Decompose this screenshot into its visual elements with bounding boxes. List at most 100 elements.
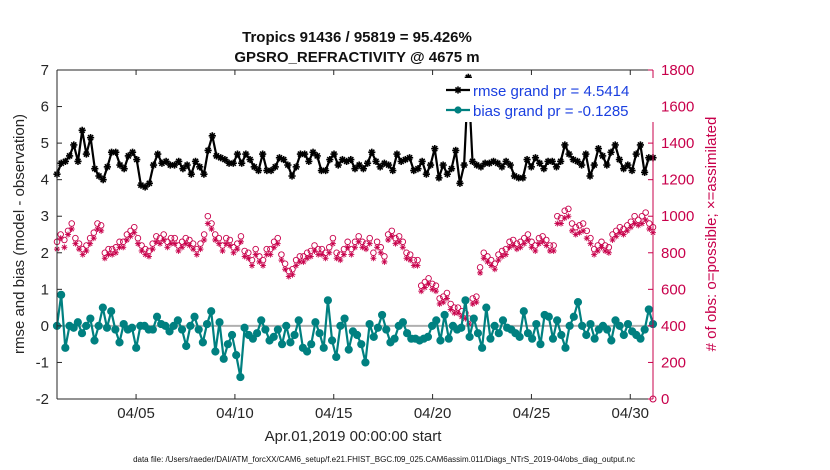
bias-point xyxy=(115,338,124,347)
obs-assimilated-point xyxy=(646,226,653,233)
obs-assimilated-point xyxy=(377,249,384,256)
obs-assimilated-point xyxy=(407,257,414,264)
bias-point xyxy=(465,332,474,341)
obs-assimilated-point xyxy=(267,251,274,258)
rmse-point xyxy=(582,150,590,158)
bias-point xyxy=(57,290,66,299)
obs-assimilated-point xyxy=(348,251,355,258)
bias-point xyxy=(557,330,566,340)
bias-point xyxy=(98,303,107,312)
obs-possible-point xyxy=(61,236,68,244)
bias-point xyxy=(640,325,649,334)
bias-point xyxy=(327,336,337,345)
rmse-point xyxy=(641,168,649,176)
y-right-tick-label: 1000 xyxy=(661,208,694,225)
obs-assimilated-point xyxy=(245,255,252,262)
axes-group xyxy=(56,69,654,400)
legend: rmse grand pr = 4.5414 bias grand pr = -… xyxy=(444,78,654,122)
rmse-point xyxy=(196,163,204,171)
rmse-point xyxy=(86,134,95,142)
rmse-point xyxy=(607,148,615,156)
y-right-axis-label: # of obs: o=possible; ×=assimilated xyxy=(703,117,720,352)
obs-assimilated-point xyxy=(171,240,178,247)
bias-point xyxy=(523,329,533,338)
bias-point xyxy=(486,334,495,343)
bias-point xyxy=(611,316,620,325)
obs-assimilated-point xyxy=(326,249,333,256)
bias-point xyxy=(536,340,545,349)
bias-point xyxy=(173,316,182,325)
bias-point xyxy=(269,332,278,341)
obs-assimilated-point xyxy=(521,240,528,247)
chart-title: Tropics 91436 / 95819 = 95.426% xyxy=(242,29,472,46)
bias-point xyxy=(498,316,508,325)
obs-assimilated-point xyxy=(337,257,344,264)
obs-assimilated-point xyxy=(374,244,381,251)
y-right-tick-label: 1800 xyxy=(661,62,694,79)
obs-assimilated-point xyxy=(241,253,248,260)
obs-assimilated-point xyxy=(605,249,612,256)
obs-assimilated-point xyxy=(532,247,539,254)
rmse-point xyxy=(313,152,321,160)
bias-point xyxy=(432,316,441,325)
rmse-point xyxy=(145,179,153,187)
rmse-point xyxy=(418,157,426,165)
bias-point xyxy=(277,340,287,349)
obs-assimilated-point xyxy=(98,227,105,234)
obs-assimilated-point xyxy=(388,233,395,240)
bias-point xyxy=(127,323,137,332)
rmse-point xyxy=(347,155,355,164)
obs-assimilated-point xyxy=(271,244,278,251)
obs-assimilated-point xyxy=(318,251,325,258)
bias-point xyxy=(261,325,270,334)
rmse-point xyxy=(204,146,212,155)
rmse-point xyxy=(149,161,158,169)
rmse-point xyxy=(422,170,430,178)
bias-point xyxy=(236,372,245,382)
rmse-point xyxy=(599,152,607,160)
obs-assimilated-point xyxy=(495,257,502,264)
bias-point xyxy=(198,338,207,347)
obs-assimilated-point xyxy=(68,226,75,233)
obs-assimilated-point xyxy=(215,240,222,247)
rmse-point xyxy=(368,148,376,156)
obs-assimilated-point xyxy=(289,271,296,278)
rmse-point xyxy=(611,141,619,149)
obs-assimilated-point xyxy=(627,224,634,231)
obs-assimilated-point xyxy=(76,246,83,253)
obs-assimilated-point xyxy=(432,288,439,295)
obs-possible-point xyxy=(565,205,572,213)
obs-assimilated-point xyxy=(175,247,182,254)
bias-point xyxy=(469,314,478,323)
rmse-point xyxy=(70,141,78,149)
obs-assimilated-point xyxy=(425,280,432,287)
bias-point xyxy=(169,321,178,330)
rmse-point xyxy=(603,161,611,169)
bias-point xyxy=(478,343,487,352)
rmse-point xyxy=(280,155,288,164)
rmse-point xyxy=(229,159,237,167)
rmse-point xyxy=(334,161,342,169)
obs-assimilated-point xyxy=(421,284,428,291)
obs-assimilated-point xyxy=(120,244,127,251)
rmse-point xyxy=(586,172,594,180)
obs-possible-point xyxy=(568,220,576,227)
rmse-point xyxy=(414,165,422,173)
rmse-point xyxy=(301,150,309,158)
bias-point xyxy=(644,305,653,314)
bias-point xyxy=(532,319,541,329)
bias-point xyxy=(494,329,503,338)
obs-assimilated-point xyxy=(510,242,517,249)
bias-point xyxy=(240,323,249,332)
y-left-tick-label: 2 xyxy=(41,245,49,262)
rmse-point xyxy=(124,152,132,160)
rmse-point xyxy=(154,150,162,158)
rmse-point xyxy=(452,146,460,155)
bias-series-group xyxy=(52,290,658,382)
bias-point xyxy=(252,329,262,338)
obs-assimilated-point xyxy=(79,251,86,258)
rmse-point xyxy=(359,165,367,173)
rmse-point xyxy=(183,161,191,169)
y-right-tick-label: 1600 xyxy=(661,99,694,116)
rmse-point xyxy=(309,148,317,156)
